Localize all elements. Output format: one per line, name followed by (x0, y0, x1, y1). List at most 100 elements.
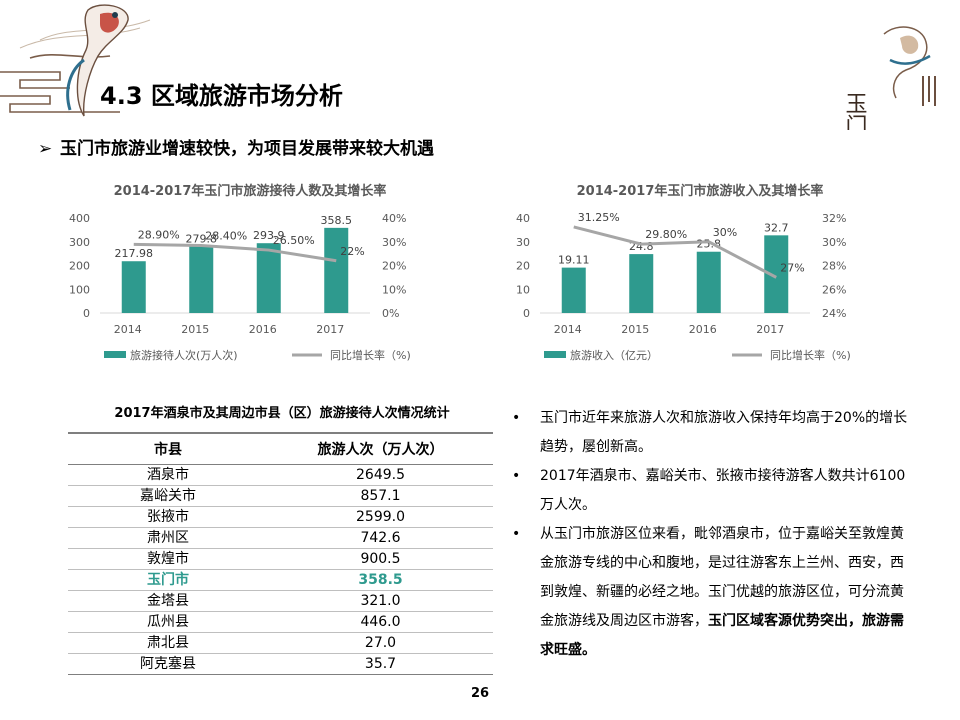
table-row: 敦煌市 900.5 (68, 548, 493, 570)
revenue-chart: 01020304024%26%28%30%32%201419.11201524.… (516, 211, 851, 362)
x-tick-label: 2017 (316, 323, 344, 336)
bar (189, 246, 214, 313)
legend-bar-label: 旅游接待人次(万人次) (130, 348, 238, 362)
legend-bar-label: 旅游收入（亿元） (570, 348, 658, 362)
legend-bar-swatch (544, 351, 566, 358)
x-tick-label: 2015 (621, 323, 649, 336)
table-header-visits: 旅游人次（万人次） (268, 432, 493, 465)
bullet-dot-icon: • (512, 468, 521, 484)
decorative-ornament-left (0, 4, 151, 117)
y-tick-label: 40 (516, 212, 530, 225)
list-item: • 2017年酒泉市、嘉峪关市、张掖市接待游客人数共计6100万人次。 (512, 462, 912, 520)
line-data-label: 28.40% (205, 230, 247, 243)
table-row: 肃州区 742.6 (68, 527, 493, 549)
line-data-label: 27% (780, 261, 804, 274)
table-title: 2017年酒泉市及其周边市县（区）旅游接待人次情况统计 (114, 406, 450, 421)
x-tick-label: 2016 (249, 323, 277, 336)
y-tick-label: 100 (69, 283, 90, 296)
bullet-text: 玉门市近年来旅游人次和旅游收入保持年均高于20%的增长趋势，屡创新高。 (540, 410, 908, 455)
x-tick-label: 2017 (756, 323, 784, 336)
table-cell-visits: 358.5 (268, 569, 493, 591)
table-row: 酒泉市 2649.5 (68, 464, 493, 486)
table-cell-city: 酒泉市 (68, 464, 268, 486)
page-number: 26 (470, 686, 490, 701)
table-cell-visits: 900.5 (268, 548, 493, 570)
section-title: 4.3 区域旅游市场分析 (100, 82, 343, 110)
bar-data-label: 19.11 (558, 254, 590, 267)
bar-data-label: 358.5 (321, 214, 353, 227)
line-data-label: 31.25% (578, 211, 620, 224)
bar (561, 267, 586, 313)
table-row: 肃北县 27.0 (68, 632, 493, 654)
bar-data-label: 217.98 (115, 247, 154, 260)
line-data-label: 28.90% (138, 228, 180, 241)
table-header-row: 市县 旅游人次（万人次） (68, 432, 493, 465)
y2-tick-label: 30% (822, 236, 846, 249)
bar (324, 227, 349, 313)
bar-data-label: 25.8 (697, 238, 722, 251)
y-tick-label: 30 (516, 236, 530, 249)
table-cell-visits: 857.1 (268, 485, 493, 507)
y-tick-label: 0 (83, 307, 90, 320)
y2-tick-label: 28% (822, 260, 846, 273)
table-cell-visits: 2649.5 (268, 464, 493, 486)
subtitle-row: ➢ 玉门市旅游业增速较快，为项目发展带来较大机遇 (38, 134, 434, 159)
y-tick-label: 10 (516, 283, 530, 296)
y2-tick-label: 32% (822, 212, 846, 225)
line-data-label: 22% (340, 245, 364, 258)
logo-emblem: 玉门 (842, 26, 936, 130)
table-cell-city: 肃州区 (68, 527, 268, 549)
table-row: 张掖市 2599.0 (68, 506, 493, 528)
table-cell-visits: 742.6 (268, 527, 493, 549)
table-cell-visits: 321.0 (268, 590, 493, 612)
y2-tick-label: 40% (382, 212, 406, 225)
chart-title: 2014-2017年玉门市旅游接待人数及其增长率 (113, 184, 387, 199)
table-row: 嘉峪关市 857.1 (68, 485, 493, 507)
bullet-dot-icon: • (512, 410, 521, 426)
x-tick-label: 2014 (114, 323, 142, 336)
bar (256, 243, 281, 313)
x-tick-label: 2015 (181, 323, 209, 336)
table-row: 玉门市 358.5 (68, 569, 493, 591)
table-row: 金塔县 321.0 (68, 590, 493, 612)
legend-bar-swatch (104, 351, 126, 358)
tourism-visits-table: 市县 旅游人次（万人次） 酒泉市 2649.5 嘉峪关市 857.1 张掖市 2599.0… (68, 432, 493, 675)
bar-data-label: 279.8 (186, 233, 218, 246)
y-tick-label: 0 (523, 307, 530, 320)
bar-data-label: 293.9 (253, 229, 285, 242)
bar (629, 254, 654, 313)
x-tick-label: 2016 (689, 323, 717, 336)
line-data-label: 26.50% (273, 234, 315, 247)
legend-line-label: 同比增长率（%) (770, 348, 851, 362)
logo-text: 玉门 (842, 92, 867, 130)
bullet-bold-text: 玉门区域客源优势突出，旅游需求旺盛。 (540, 613, 904, 658)
bullet-text: 2017年酒泉市、嘉峪关市、张掖市接待游客人数共计6100万人次。 (540, 468, 906, 513)
y2-tick-label: 0% (382, 307, 399, 320)
bullet-text: 从玉门市旅游区位来看，毗邻酒泉市，位于嘉峪关至敦煌黄金旅游专线的中心和腹地，是过… (540, 526, 904, 629)
y2-tick-label: 20% (382, 260, 406, 273)
growth-rate-line (133, 242, 337, 263)
y2-tick-label: 24% (822, 307, 846, 320)
legend-line-label: 同比增长率（%) (330, 348, 411, 362)
table-header-city: 市县 (68, 432, 268, 465)
table-cell-visits: 2599.0 (268, 506, 493, 528)
list-item: • 从玉门市旅游区位来看，毗邻酒泉市，位于嘉峪关至敦煌黄金旅游专线的中心和腹地，是… (512, 520, 912, 665)
y2-tick-label: 30% (382, 236, 406, 249)
bar (121, 261, 146, 313)
table-cell-city: 玉门市 (68, 569, 268, 591)
y-tick-label: 20 (516, 260, 530, 273)
table-cell-visits: 446.0 (268, 611, 493, 633)
table-cell-city: 阿克塞县 (68, 653, 268, 675)
line-data-label: 30% (713, 226, 737, 239)
table-cell-city: 金塔县 (68, 590, 268, 612)
bar (696, 251, 721, 313)
subtitle-text: 玉门市旅游业增速较快，为项目发展带来较大机遇 (60, 139, 434, 159)
table-cell-city: 肃北县 (68, 632, 268, 654)
table-cell-city: 嘉峪关市 (68, 485, 268, 507)
table-row: 瓜州县 446.0 (68, 611, 493, 633)
y2-tick-label: 10% (382, 283, 406, 296)
table-cell-city: 张掖市 (68, 506, 268, 528)
bullet-list: • 玉门市近年来旅游人次和旅游收入保持年均高于20%的增长趋势，屡创新高。 • 20… (512, 404, 912, 665)
visitors-chart: 0 100 200 300 400 0% 10% 20% 30% 40% 2014 217.98 201… (69, 212, 411, 362)
chart-title: 2014-2017年玉门市旅游收入及其增长率 (576, 184, 824, 199)
